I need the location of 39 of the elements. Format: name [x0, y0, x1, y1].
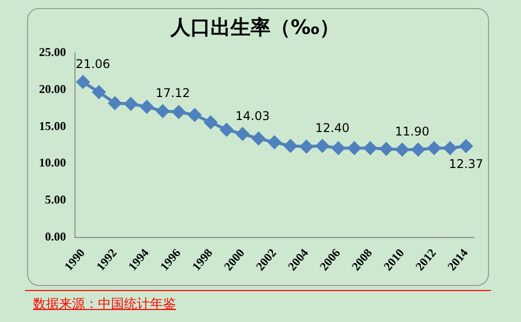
y-tick-label: 15.00 — [39, 118, 66, 133]
y-tick-label: 25.00 — [39, 45, 66, 60]
data-label: 17.12 — [156, 86, 190, 100]
point — [204, 116, 218, 129]
y-tick-label: 20.00 — [39, 82, 66, 96]
data-label: 11.90 — [395, 124, 430, 139]
point — [124, 97, 138, 110]
point — [268, 136, 281, 149]
source-note: 数据来源：中国统计年鉴 — [33, 296, 176, 313]
point — [380, 142, 393, 156]
y-tick-label: 0.00 — [45, 229, 66, 244]
data-label: 21.06 — [76, 57, 110, 72]
point — [332, 142, 345, 155]
point — [428, 142, 441, 155]
point — [444, 142, 457, 155]
point — [236, 127, 250, 140]
point — [108, 96, 122, 110]
point — [156, 104, 170, 118]
point — [188, 108, 202, 122]
point — [252, 132, 266, 146]
point — [300, 140, 313, 154]
data-label: 12.37 — [448, 157, 484, 172]
point — [92, 86, 106, 99]
point — [348, 142, 361, 155]
data-label: 14.03 — [235, 108, 270, 123]
data-label: 12.40 — [315, 120, 350, 135]
point — [460, 140, 473, 153]
y-tick-label: 10.00 — [39, 156, 66, 170]
point — [396, 143, 409, 156]
point — [76, 76, 90, 89]
point — [220, 123, 234, 136]
point — [316, 139, 329, 152]
point — [140, 100, 154, 114]
point — [412, 143, 425, 156]
point — [364, 142, 377, 155]
chart-title: 人口出生率（‰） — [170, 15, 340, 40]
y-tick-label: 5.00 — [45, 192, 66, 207]
point — [172, 105, 186, 118]
point — [284, 139, 297, 152]
